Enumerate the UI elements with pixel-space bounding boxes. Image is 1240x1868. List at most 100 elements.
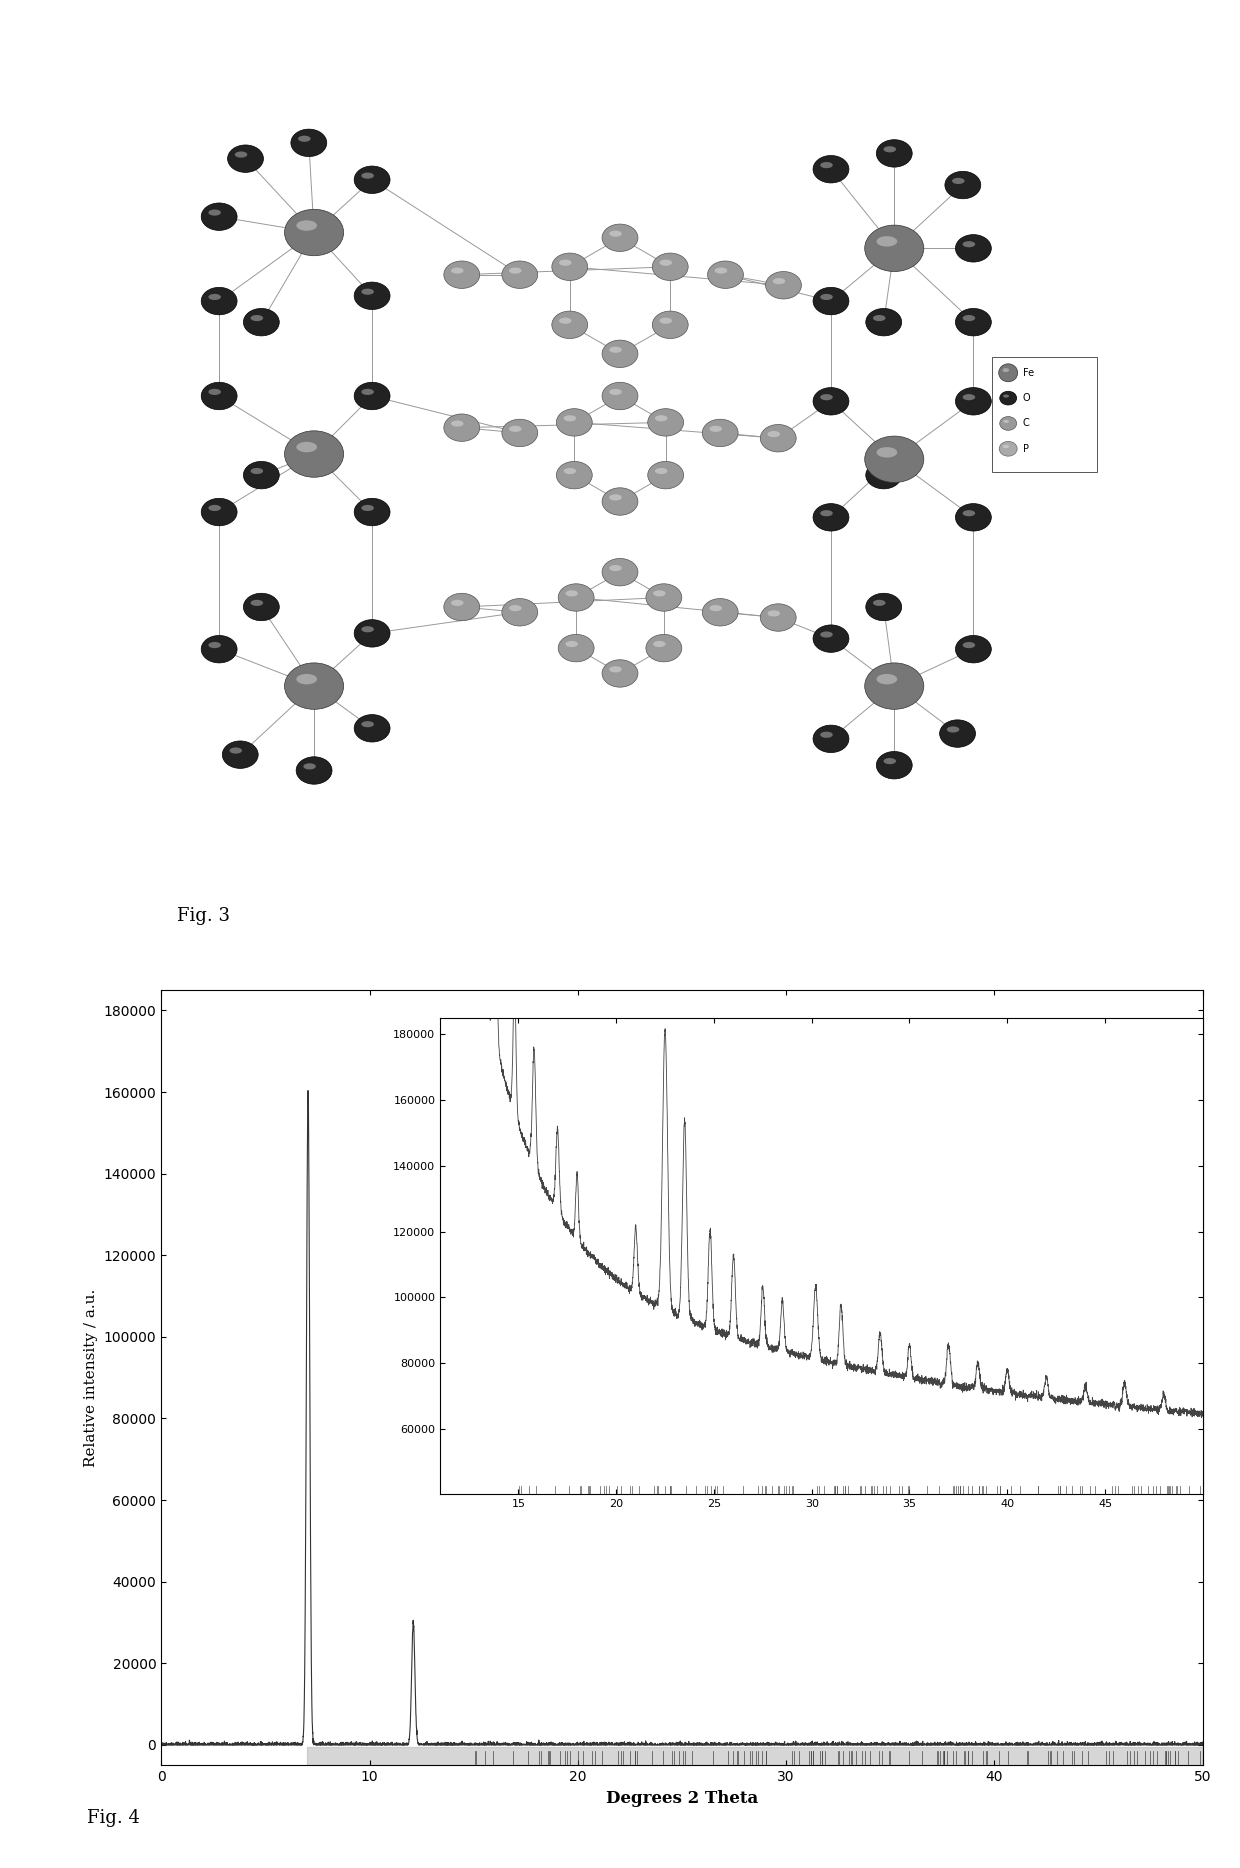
Ellipse shape [355, 166, 391, 194]
Ellipse shape [444, 262, 480, 288]
Ellipse shape [243, 308, 279, 336]
Ellipse shape [603, 224, 637, 252]
Ellipse shape [355, 715, 391, 742]
Ellipse shape [773, 278, 785, 284]
Ellipse shape [884, 146, 897, 153]
Ellipse shape [559, 318, 572, 323]
Ellipse shape [304, 764, 316, 770]
Ellipse shape [813, 725, 849, 753]
Ellipse shape [609, 667, 621, 672]
Ellipse shape [956, 635, 991, 663]
Ellipse shape [201, 204, 237, 230]
Ellipse shape [947, 727, 960, 732]
Ellipse shape [355, 499, 391, 525]
Ellipse shape [877, 674, 898, 684]
Ellipse shape [820, 510, 833, 516]
Ellipse shape [956, 387, 991, 415]
Ellipse shape [660, 260, 672, 265]
Ellipse shape [864, 226, 924, 271]
Ellipse shape [945, 172, 981, 198]
Ellipse shape [250, 467, 263, 474]
Ellipse shape [768, 611, 780, 616]
Ellipse shape [298, 136, 310, 142]
Ellipse shape [962, 394, 975, 400]
Ellipse shape [502, 262, 538, 288]
Ellipse shape [355, 383, 391, 409]
X-axis label: Degrees 2 Theta: Degrees 2 Theta [606, 1790, 758, 1806]
Ellipse shape [864, 663, 924, 710]
Ellipse shape [768, 432, 780, 437]
Ellipse shape [653, 590, 666, 596]
Ellipse shape [962, 510, 975, 516]
Text: Fig. 4: Fig. 4 [87, 1808, 140, 1827]
Ellipse shape [502, 418, 538, 446]
Ellipse shape [234, 151, 247, 157]
Ellipse shape [552, 312, 588, 338]
Ellipse shape [647, 409, 683, 435]
Ellipse shape [563, 467, 577, 474]
Ellipse shape [962, 241, 975, 247]
Ellipse shape [820, 293, 833, 301]
Ellipse shape [962, 316, 975, 321]
Ellipse shape [201, 499, 237, 525]
Ellipse shape [444, 594, 480, 620]
Ellipse shape [558, 635, 594, 661]
Ellipse shape [201, 383, 237, 409]
Ellipse shape [609, 347, 621, 353]
Ellipse shape [702, 598, 738, 626]
Ellipse shape [502, 598, 538, 626]
Ellipse shape [559, 260, 572, 265]
Ellipse shape [557, 461, 593, 489]
Ellipse shape [296, 220, 317, 232]
Ellipse shape [877, 235, 898, 247]
Ellipse shape [820, 631, 833, 637]
Ellipse shape [284, 432, 343, 476]
Ellipse shape [296, 443, 317, 452]
Ellipse shape [609, 495, 621, 501]
Ellipse shape [1002, 368, 1009, 372]
Ellipse shape [603, 659, 637, 687]
Ellipse shape [820, 163, 833, 168]
Ellipse shape [451, 420, 464, 426]
Ellipse shape [296, 757, 332, 785]
Ellipse shape [361, 288, 374, 295]
Ellipse shape [361, 172, 374, 179]
Ellipse shape [877, 751, 913, 779]
Ellipse shape [291, 129, 327, 157]
Ellipse shape [222, 742, 258, 768]
Y-axis label: Relative intensity / a.u.: Relative intensity / a.u. [84, 1289, 98, 1466]
Ellipse shape [877, 140, 913, 166]
Ellipse shape [250, 316, 263, 321]
Ellipse shape [565, 641, 578, 646]
Ellipse shape [510, 426, 522, 432]
Ellipse shape [361, 626, 374, 633]
Ellipse shape [558, 585, 594, 611]
Ellipse shape [1003, 420, 1009, 422]
Ellipse shape [877, 446, 898, 458]
Ellipse shape [813, 504, 849, 531]
Ellipse shape [208, 293, 221, 301]
Ellipse shape [552, 252, 588, 280]
Ellipse shape [653, 641, 666, 646]
Bar [308, 1747, 1203, 1767]
Ellipse shape [208, 643, 221, 648]
Ellipse shape [873, 316, 885, 321]
Ellipse shape [603, 559, 637, 587]
Ellipse shape [284, 209, 343, 256]
Ellipse shape [201, 635, 237, 663]
Text: Fig. 3: Fig. 3 [177, 908, 229, 925]
Ellipse shape [565, 590, 578, 596]
Ellipse shape [765, 271, 801, 299]
FancyBboxPatch shape [992, 357, 1097, 473]
Text: C: C [1023, 418, 1029, 428]
Ellipse shape [813, 387, 849, 415]
Ellipse shape [884, 758, 897, 764]
Ellipse shape [866, 594, 901, 620]
Ellipse shape [451, 600, 464, 605]
Ellipse shape [609, 389, 621, 394]
Ellipse shape [820, 732, 833, 738]
Ellipse shape [208, 389, 221, 394]
Ellipse shape [760, 424, 796, 452]
Ellipse shape [243, 594, 279, 620]
Text: b): b) [937, 1405, 1089, 1483]
